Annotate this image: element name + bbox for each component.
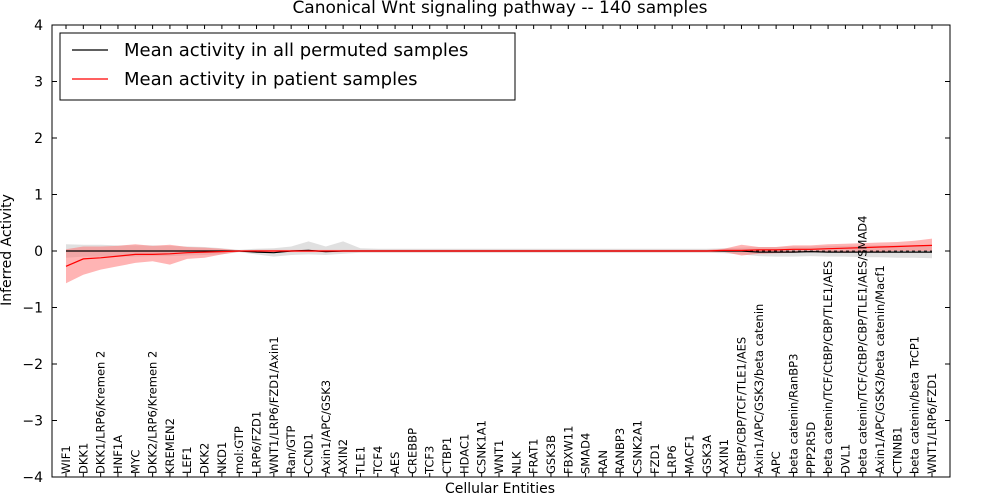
y-tick-label: 4	[34, 18, 43, 34]
x-category-label: PPP2R5D	[804, 422, 818, 474]
x-category-label: WNT1	[492, 440, 506, 474]
band-series-1	[66, 238, 932, 284]
x-category-label: mol:GTP	[232, 426, 246, 474]
y-tick-label: −1	[22, 301, 43, 317]
x-category-label: Axin1/APC/GSK3/beta catenin	[752, 304, 766, 474]
x-category-label: beta catenin/TCF/CtBP/CBP/TLE1/AES	[821, 261, 835, 474]
x-category-label: Ran/GTP	[284, 426, 298, 474]
y-tick-label: −4	[22, 470, 43, 486]
x-axis-label: Cellular Entities	[445, 481, 555, 497]
series-lines	[65, 244, 933, 267]
chart-title: Canonical Wnt signaling pathway -- 140 s…	[292, 0, 707, 18]
x-category-label: DVL1	[838, 444, 852, 474]
x-category-label: LRP6/FZD1	[250, 411, 264, 474]
x-category-label: beta catenin/TCF/CtBP/CBP/TLE1/AES/SMAD4	[856, 216, 870, 474]
x-category-label: AXIN1	[717, 439, 731, 474]
legend-label-permuted: Mean activity in all permuted samples	[124, 40, 468, 61]
x-category-label: WNT1/LRP6/FZD1	[925, 373, 939, 474]
x-category-label: RAN	[596, 450, 610, 474]
x-category-label: FRAT1	[527, 439, 541, 474]
x-category-label: MYC	[128, 450, 142, 474]
x-category-label: TCF4	[371, 446, 385, 475]
line-series-1	[65, 244, 933, 267]
x-category-label: DKK1	[76, 443, 90, 474]
x-category-label: DKK2/LRP6/Kremen 2	[146, 351, 160, 474]
legend-label-patient: Mean activity in patient samples	[124, 69, 418, 90]
plot-frame	[51, 24, 951, 478]
x-category-label: CCND1	[302, 433, 316, 474]
x-category-label: CREBBP	[405, 428, 419, 474]
x-category-label: Axin1/APC/GSK3/beta catenin/Macf1	[873, 265, 887, 474]
axis-ticks	[52, 24, 950, 478]
x-category-label: beta catenin/beta TrCP1	[908, 336, 922, 474]
x-category-label: GSK3A	[700, 435, 714, 474]
x-category-label: beta catenin/RanBP3	[786, 354, 800, 474]
x-category-label: HDAC1	[457, 434, 471, 474]
x-category-label: SMAD4	[579, 433, 593, 474]
y-tick-labels: −4 −3 −2 −1 0 1 2 3 4	[22, 18, 43, 486]
legend-box	[59, 32, 516, 101]
y-axis-label: Inferred Activity	[0, 194, 15, 306]
y-tick-label: −2	[22, 357, 43, 373]
x-category-label: CtBP/CBP/TCF/TLE1/AES	[735, 337, 749, 474]
band-series-0	[66, 241, 932, 259]
x-category-label: CTNNB1	[890, 427, 904, 474]
y-tick-label: 3	[34, 75, 43, 91]
x-category-label: LEF1	[180, 446, 194, 474]
confidence-bands	[66, 238, 932, 284]
legend: Mean activity in all permuted samples Me…	[59, 32, 516, 101]
x-category-label: TCF3	[423, 446, 437, 475]
x-category-labels: WIF1 DKK1 DKK1/LRP6/Kremen 2 HNF1A MYC DKK2/L…	[59, 216, 939, 475]
x-category-label: RANBP3	[613, 428, 627, 474]
x-category-label: DKK1/LRP6/Kremen 2	[94, 351, 108, 474]
x-category-label: AES	[388, 452, 402, 474]
x-category-label: Axin1/APC/GSK3	[319, 380, 333, 474]
x-category-label: APC	[769, 451, 783, 474]
x-category-label: KREMEN2	[163, 418, 177, 474]
x-category-label: DKK2	[198, 443, 212, 474]
x-category-label: NLK	[509, 451, 523, 474]
x-category-label: LRP6	[665, 445, 679, 474]
x-category-label: AXIN2	[336, 439, 350, 474]
y-tick-label: 2	[34, 131, 43, 147]
x-category-label: WNT1/LRP6/FZD1/Axin1	[267, 336, 281, 474]
x-category-label: HNF1A	[111, 435, 125, 474]
x-category-label: CSNK2A1	[631, 420, 645, 474]
x-category-label: CTBP1	[440, 437, 454, 474]
x-category-label: WIF1	[59, 445, 73, 474]
x-category-label: NKD1	[215, 442, 229, 474]
x-category-label: FBXW11	[561, 426, 575, 474]
y-tick-label: −3	[22, 414, 43, 430]
x-category-label: MACF1	[683, 434, 697, 474]
x-category-label: TLE1	[353, 446, 367, 475]
x-category-label: GSK3B	[544, 435, 558, 474]
x-category-label: CSNK1A1	[475, 420, 489, 474]
y-tick-label: 1	[34, 188, 43, 204]
x-category-label: FZD1	[648, 443, 662, 474]
y-tick-label: 0	[34, 244, 43, 260]
